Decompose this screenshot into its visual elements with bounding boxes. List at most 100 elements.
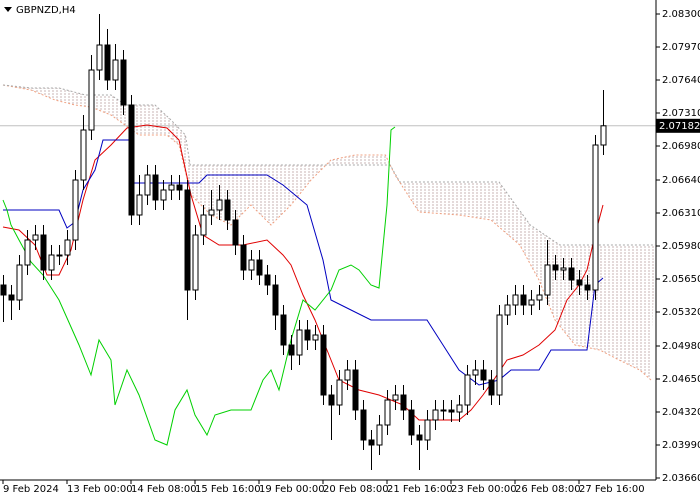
candle-body bbox=[56, 254, 63, 257]
y-tick-label: 2.03660 bbox=[662, 473, 700, 484]
candle-body bbox=[80, 129, 87, 181]
candle-body bbox=[472, 369, 479, 376]
candle-body bbox=[392, 394, 399, 401]
y-tick-label: 2.05320 bbox=[662, 307, 700, 318]
candle-body bbox=[352, 369, 359, 411]
candle-body bbox=[160, 189, 167, 201]
candle-body bbox=[24, 239, 31, 266]
candle-body bbox=[136, 194, 143, 216]
x-tick-label: 14 Feb 08:00 bbox=[131, 484, 197, 495]
candle-body bbox=[176, 184, 183, 191]
y-tick-label: 2.04980 bbox=[662, 341, 700, 352]
candle-body bbox=[576, 279, 583, 286]
x-tick-label: 15 Feb 16:00 bbox=[195, 484, 261, 495]
candle-body bbox=[432, 409, 439, 421]
candle-body bbox=[368, 439, 375, 446]
candle-body bbox=[40, 234, 47, 271]
candle-body bbox=[568, 267, 575, 281]
candle-body bbox=[8, 294, 15, 301]
candle-body bbox=[528, 299, 535, 306]
candle-body bbox=[328, 394, 335, 406]
candle-body bbox=[192, 234, 199, 291]
y-tick-label: 2.06310 bbox=[662, 208, 700, 219]
x-tick-label: 20 Feb 08:00 bbox=[323, 484, 389, 495]
candle-body bbox=[496, 314, 503, 396]
candle-body bbox=[264, 274, 271, 286]
candle-body bbox=[152, 174, 159, 201]
candle-body bbox=[320, 334, 327, 396]
candle-body bbox=[480, 369, 487, 381]
candle-body bbox=[208, 209, 215, 216]
candle-body bbox=[448, 409, 455, 413]
candle-body bbox=[200, 214, 207, 236]
candle-body bbox=[168, 184, 175, 191]
cloud-span-b bbox=[2, 84, 655, 246]
candle-body bbox=[256, 259, 263, 276]
x-tick-label: 21 Feb 16:00 bbox=[387, 484, 453, 495]
candle-body bbox=[560, 267, 567, 271]
chart-title: GBPNZD,H4 bbox=[16, 5, 76, 16]
candle-body bbox=[232, 219, 239, 246]
candle-body bbox=[384, 399, 391, 426]
candle-body bbox=[360, 409, 367, 441]
indicator-line bbox=[2, 124, 604, 421]
y-tick-label: 2.05980 bbox=[662, 241, 700, 252]
y-tick-label: 2.08300 bbox=[662, 9, 700, 20]
candle-body bbox=[120, 59, 127, 106]
candle-body bbox=[128, 104, 135, 216]
candle-body bbox=[216, 199, 223, 211]
candle-body bbox=[312, 334, 319, 341]
candle-body bbox=[96, 44, 103, 71]
last-price-label: 2.07182 bbox=[659, 121, 700, 132]
x-tick-label: 19 Feb 00:00 bbox=[259, 484, 325, 495]
candle-body bbox=[336, 379, 343, 406]
candle-body bbox=[592, 144, 599, 291]
indicator-line bbox=[3, 139, 604, 386]
x-tick-label: 23 Feb 00:00 bbox=[451, 484, 517, 495]
last-price-box bbox=[656, 118, 700, 133]
candle-body bbox=[64, 239, 71, 256]
y-tick-label: 2.07640 bbox=[662, 75, 700, 86]
candle-body bbox=[416, 434, 423, 441]
plot-area bbox=[0, 14, 656, 470]
y-tick-label: 2.07310 bbox=[662, 108, 700, 119]
candle-body bbox=[520, 294, 527, 306]
candle-body bbox=[536, 294, 543, 301]
candle-body bbox=[16, 264, 23, 301]
candle-body bbox=[584, 284, 591, 291]
candle-body bbox=[0, 284, 7, 296]
candle-body bbox=[280, 314, 287, 346]
x-tick-label: 27 Feb 16:00 bbox=[579, 484, 645, 495]
cloud-span-a bbox=[2, 84, 652, 381]
candle-body bbox=[48, 254, 55, 271]
candle-body bbox=[304, 329, 311, 341]
cloud-fill bbox=[3, 85, 655, 380]
y-tick-label: 2.04650 bbox=[662, 374, 700, 385]
y-tick-label: 2.07970 bbox=[662, 42, 700, 53]
candle-body bbox=[504, 304, 511, 316]
candle-body bbox=[464, 374, 471, 406]
candle-body bbox=[224, 199, 231, 221]
candle-body bbox=[272, 284, 279, 316]
candle-body bbox=[488, 379, 495, 396]
y-tick-label: 2.03990 bbox=[662, 440, 700, 451]
candle-body bbox=[512, 294, 519, 306]
candle-body bbox=[440, 409, 447, 412]
candle-body bbox=[344, 369, 351, 381]
y-tick-label: 2.06640 bbox=[662, 175, 700, 186]
candle-body bbox=[552, 264, 559, 271]
title-arrow bbox=[4, 7, 12, 12]
y-tick-label: 2.06980 bbox=[662, 141, 700, 152]
candle-body bbox=[456, 404, 463, 413]
x-tick-label: 26 Feb 08:00 bbox=[515, 484, 581, 495]
candle-body bbox=[296, 329, 303, 356]
candle-body bbox=[408, 409, 415, 436]
candle-body bbox=[288, 344, 295, 356]
candle-body bbox=[32, 234, 39, 241]
y-tick-label: 2.05650 bbox=[662, 274, 700, 285]
candle-body bbox=[184, 189, 191, 291]
candle-body bbox=[104, 44, 111, 81]
candle-body bbox=[376, 424, 383, 446]
candle-body bbox=[88, 69, 95, 131]
